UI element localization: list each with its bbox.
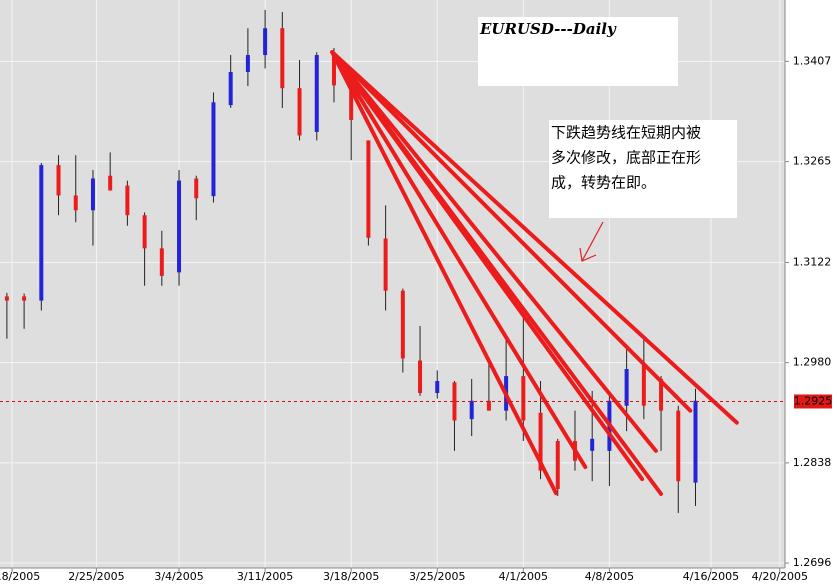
x-tick-label: 3/4/2005 xyxy=(154,570,203,583)
candle-body xyxy=(486,400,491,411)
candle-body xyxy=(263,28,268,56)
candle-body xyxy=(4,296,9,301)
last-price-label: 1.2925 xyxy=(794,394,833,407)
candle-body xyxy=(349,90,354,120)
candle-body xyxy=(693,400,698,483)
title-box xyxy=(478,17,678,86)
x-tick-label: 3/18/2005 xyxy=(323,570,379,583)
plot-area xyxy=(0,0,785,568)
trend-line xyxy=(330,50,588,470)
last-price-box xyxy=(794,394,832,409)
candle-body xyxy=(538,412,543,471)
x-tick-label: 4/8/2005 xyxy=(585,570,634,583)
x-tick-label: 2/18/2005 xyxy=(0,570,40,583)
trend-line xyxy=(330,50,739,425)
annotation-line: 下跌趋势线在短期内被 xyxy=(551,124,701,142)
y-tick-label: 1.2980 xyxy=(793,356,832,369)
candle-body xyxy=(228,71,233,106)
candle-body xyxy=(211,102,216,197)
candle-body xyxy=(90,178,95,211)
candle-body xyxy=(314,55,319,132)
y-tick-label: 1.2838 xyxy=(793,456,832,469)
candle-body xyxy=(452,382,457,421)
trend-line xyxy=(330,50,658,453)
candle-body xyxy=(366,140,371,238)
candle-body xyxy=(400,290,405,359)
y-tick-label: 1.2696 xyxy=(793,556,832,569)
y-tick-label: 1.3122 xyxy=(793,255,832,268)
x-tick-label: 3/25/2005 xyxy=(409,570,465,583)
candle-body xyxy=(331,55,336,86)
candle-body xyxy=(73,195,78,211)
x-tick-label: 2/25/2005 xyxy=(68,570,124,583)
candle-body xyxy=(418,360,423,394)
candle-body xyxy=(435,381,440,394)
candle-body xyxy=(280,28,285,89)
trend-line xyxy=(330,50,664,496)
candle-body xyxy=(159,248,164,276)
trend-line xyxy=(330,50,559,496)
candle-body xyxy=(177,180,182,273)
candle-body xyxy=(590,438,595,451)
x-tick-label: 4/1/2005 xyxy=(499,570,548,583)
annotation-line: 多次修改，底部正在形 xyxy=(551,149,701,167)
x-tick-label: 3/11/2005 xyxy=(237,570,293,583)
annotation-box xyxy=(549,120,737,218)
chart-title: EURUSD---Daily xyxy=(479,20,617,38)
candle-body xyxy=(39,165,44,301)
y-tick-label: 1.3265 xyxy=(793,155,832,168)
candle-body xyxy=(469,400,474,420)
annotation-arrow xyxy=(579,221,604,262)
candle-body xyxy=(142,215,147,249)
candle-body xyxy=(245,55,250,72)
candle-body xyxy=(108,175,113,191)
annotation-line: 成，转势在即。 xyxy=(551,174,656,192)
x-tick-label: 4/16/2005 xyxy=(683,570,739,583)
candle-body xyxy=(676,410,681,482)
candle-body xyxy=(624,369,629,406)
candle-body xyxy=(56,165,61,196)
candle-body xyxy=(297,88,302,136)
candle-body xyxy=(555,440,560,489)
x-tick-label: 4/20/2005 xyxy=(752,570,808,583)
candle-body xyxy=(659,378,664,411)
axis-area xyxy=(785,0,839,586)
candle-body xyxy=(383,238,388,291)
candle-body xyxy=(641,365,646,406)
candle-body xyxy=(125,185,130,216)
candle-body xyxy=(521,376,526,421)
candle-body xyxy=(22,296,27,301)
trend-line xyxy=(330,50,693,413)
candle-body xyxy=(194,178,199,199)
y-tick-label: 1.3407 xyxy=(793,54,832,67)
